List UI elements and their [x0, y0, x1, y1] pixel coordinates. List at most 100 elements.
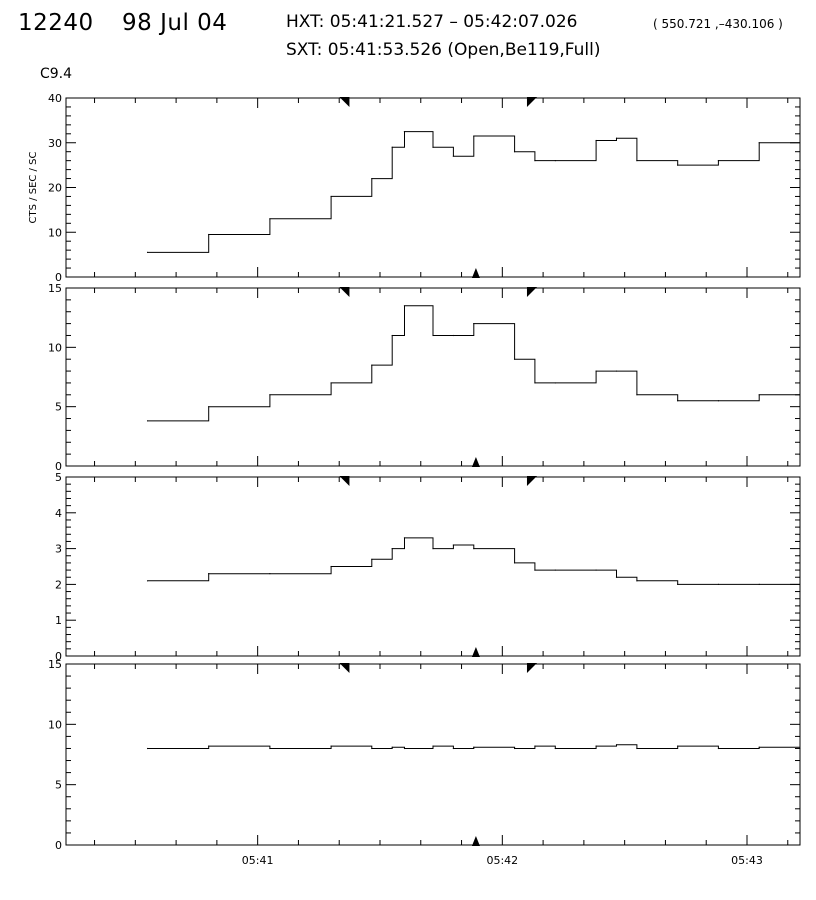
x-tick-label: 05:43	[731, 854, 763, 867]
data-point	[615, 744, 618, 746]
plot-frame	[65, 476, 801, 657]
data-point	[534, 569, 536, 571]
data-point	[513, 151, 516, 153]
data-point	[208, 745, 210, 747]
data-point	[554, 747, 556, 750]
y-tick-label: 4	[55, 507, 62, 520]
data-point	[269, 573, 271, 575]
data-point	[371, 747, 373, 750]
goes-class: C9.4	[40, 66, 73, 82]
data-point	[391, 146, 393, 148]
data-point	[330, 195, 332, 198]
data-point	[677, 400, 679, 402]
data-point	[636, 160, 638, 162]
sxt-time-marker	[471, 457, 480, 467]
data-point	[513, 358, 516, 360]
y-tick-label: 30	[48, 137, 62, 150]
sxt-time-marker	[471, 836, 480, 846]
data-point	[330, 382, 332, 384]
data-point	[403, 747, 406, 750]
y-tick-label: 0	[55, 650, 62, 663]
data-point	[717, 747, 720, 750]
hxt-coordinates: ( 550.721 ,–430.106 )	[653, 17, 783, 31]
y-tick-label: 10	[48, 718, 62, 731]
data-point	[432, 334, 434, 337]
y-tick-label: 10	[48, 226, 62, 239]
data-point	[473, 135, 475, 137]
data-point	[432, 146, 434, 148]
data-point	[269, 218, 271, 220]
data-point	[208, 406, 210, 408]
data-point	[534, 745, 536, 747]
data-point	[615, 370, 618, 372]
data-point	[403, 537, 406, 539]
y-tick-label: 15	[48, 282, 62, 295]
data-point	[452, 544, 454, 546]
y-tick-label: 5	[55, 779, 62, 792]
data-point	[391, 746, 393, 748]
data-point	[595, 370, 597, 372]
y-tick-label: 40	[48, 92, 62, 105]
data-point	[799, 408, 801, 410]
data-point	[554, 160, 556, 162]
data-point	[636, 580, 638, 582]
data-point	[615, 137, 618, 139]
data-point	[269, 394, 271, 396]
x-tick-label: 05:42	[486, 854, 518, 867]
plot-frame	[65, 287, 801, 467]
y-tick-label: 10	[48, 341, 62, 354]
data-point	[758, 746, 760, 748]
y-tick-label: 0	[55, 271, 62, 284]
hxt-start-marker	[339, 476, 350, 486]
y-tick-label: 20	[48, 182, 62, 195]
data-point	[391, 334, 393, 337]
data-point	[208, 233, 210, 236]
data-point	[146, 747, 149, 750]
data-point	[330, 745, 332, 747]
y-axis-label: CTS / SEC / SC	[28, 152, 39, 224]
data-point	[403, 130, 406, 133]
data-point	[677, 745, 679, 747]
hxt-start-marker	[339, 97, 350, 107]
data-point	[717, 160, 720, 162]
data-point	[554, 382, 556, 384]
data-point	[146, 420, 149, 422]
y-tick-label: 2	[55, 578, 62, 591]
data-point	[595, 139, 597, 142]
data-point	[534, 160, 536, 162]
data-point	[208, 573, 210, 575]
data-point	[371, 177, 373, 180]
data-point	[758, 394, 760, 396]
data-point	[452, 747, 454, 750]
panel-4: 0 5 10 15 05:41 05:42 05:43	[48, 658, 801, 867]
data-point	[636, 394, 638, 396]
data-point	[513, 747, 516, 750]
data-point	[677, 164, 679, 166]
data-point	[554, 569, 556, 571]
data-point	[513, 562, 516, 564]
data-point	[371, 558, 373, 560]
data-point	[595, 745, 597, 747]
data-point	[799, 747, 801, 750]
data-point	[146, 580, 149, 582]
data-point	[758, 142, 760, 144]
data-point	[432, 548, 434, 550]
data-point	[269, 747, 271, 750]
y-tick-label: 15	[48, 658, 62, 671]
data-point	[636, 747, 638, 750]
y-tick-label: 1	[55, 614, 62, 627]
series-line	[147, 744, 801, 749]
data-point	[799, 169, 801, 171]
data-point	[677, 583, 679, 586]
sxt-info: SXT: 05:41:53.526 (Open,Be119,Full)	[286, 40, 601, 60]
hxt-start-marker	[339, 287, 350, 297]
plot-frame	[65, 97, 801, 278]
data-point	[452, 155, 454, 157]
y-tick-label: 5	[55, 471, 62, 484]
data-point	[403, 305, 406, 307]
data-point	[432, 745, 434, 747]
data-point	[717, 400, 720, 402]
data-point	[758, 583, 760, 586]
sxt-time-marker	[471, 268, 480, 278]
